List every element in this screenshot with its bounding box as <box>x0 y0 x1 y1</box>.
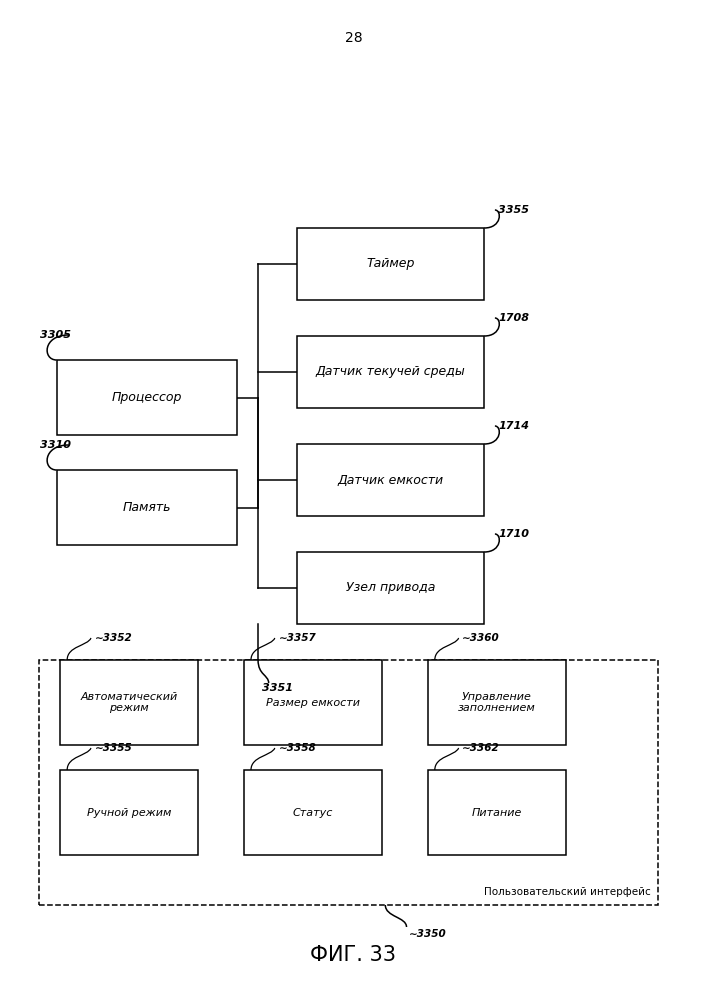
Text: 3351: 3351 <box>262 683 293 693</box>
Text: 28: 28 <box>345 31 362 45</box>
Bar <box>244 770 382 855</box>
Text: ∼3352: ∼3352 <box>95 633 132 643</box>
Text: Размер емкости: Размер емкости <box>266 698 360 708</box>
Bar <box>57 360 237 435</box>
Text: 3355: 3355 <box>498 205 530 215</box>
Bar <box>297 444 484 516</box>
Text: ФИГ. 33: ФИГ. 33 <box>310 945 397 965</box>
Text: ∼3357: ∼3357 <box>279 633 316 643</box>
Text: ∼3360: ∼3360 <box>462 633 500 643</box>
Text: Узел привода: Узел привода <box>346 582 436 594</box>
Text: Таймер: Таймер <box>366 257 415 270</box>
Bar <box>39 660 658 905</box>
Bar <box>57 470 237 545</box>
Text: Датчик текучей среды: Датчик текучей среды <box>316 365 465 378</box>
Text: ∼3362: ∼3362 <box>462 743 500 753</box>
Text: Пользовательский интерфейс: Пользовательский интерфейс <box>484 887 650 897</box>
Bar <box>297 336 484 408</box>
Text: 3305: 3305 <box>40 330 71 340</box>
Text: ∼3358: ∼3358 <box>279 743 316 753</box>
Text: Память: Память <box>122 501 171 514</box>
Bar <box>60 660 198 745</box>
Bar <box>297 228 484 300</box>
Text: Автоматический
режим: Автоматический режим <box>81 692 177 713</box>
Bar <box>428 660 566 745</box>
Bar <box>60 770 198 855</box>
Bar <box>297 552 484 624</box>
Text: Питание: Питание <box>472 808 522 818</box>
Text: 3310: 3310 <box>40 440 71 450</box>
Text: Статус: Статус <box>293 808 333 818</box>
Text: 1714: 1714 <box>498 421 530 431</box>
Bar <box>428 770 566 855</box>
Text: ∼3355: ∼3355 <box>95 743 132 753</box>
Text: 1710: 1710 <box>498 529 530 539</box>
Text: Ручной режим: Ручной режим <box>87 808 171 818</box>
Text: Процессор: Процессор <box>112 391 182 404</box>
Text: ∼3350: ∼3350 <box>409 929 446 939</box>
Text: Управление
заполнением: Управление заполнением <box>458 692 535 713</box>
Text: Датчик емкости: Датчик емкости <box>337 474 444 487</box>
Text: 1708: 1708 <box>498 313 530 323</box>
Bar <box>244 660 382 745</box>
